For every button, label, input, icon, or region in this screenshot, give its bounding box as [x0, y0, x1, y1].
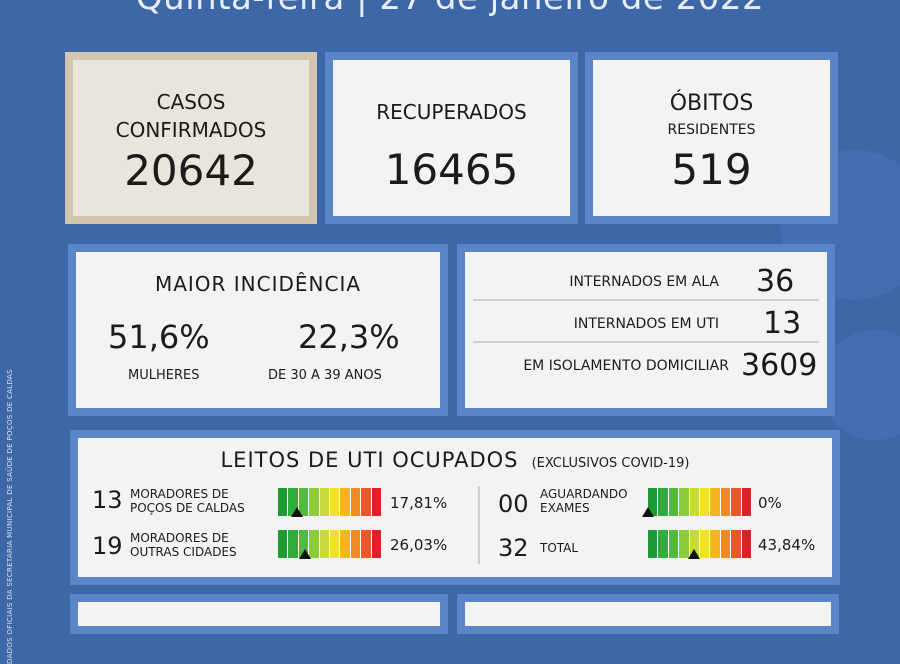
gauge-segment — [648, 488, 659, 516]
gauge-marker-icon — [642, 507, 654, 517]
bottom-card-right — [457, 594, 839, 634]
gauge-segment — [648, 530, 659, 558]
hospital-status-card: INTERNADOS EM ALA 36 INTERNADOS EM UTI 1… — [457, 244, 835, 416]
gauge-segment — [689, 488, 701, 516]
icu-beds-card: LEITOS DE UTI OCUPADOS (EXCLUSIVOS COVID… — [70, 430, 840, 585]
icu-label-line2: OUTRAS CIDADES — [130, 545, 237, 559]
icu-label-line2: POÇOS DE CALDAS — [130, 501, 245, 515]
recovered-label: RECUPERADOS — [376, 100, 527, 124]
icu-count: 19 — [92, 532, 123, 560]
date-header: Quinta-feira | 27 de janeiro de 2022 — [0, 0, 900, 18]
hospital-row-label: INTERNADOS EM ALA — [569, 274, 719, 290]
gauge-segment — [298, 488, 310, 516]
deaths-sublabel: RESIDENTES — [667, 122, 756, 138]
hospital-row-value: 3609 — [741, 348, 818, 383]
gauge-segment — [288, 530, 299, 558]
age-percent: 22,3% — [298, 318, 400, 356]
gauge-segment — [330, 488, 341, 516]
gauge-marker-icon — [290, 507, 303, 517]
gauge-segment — [288, 488, 299, 516]
gauge-segment — [361, 488, 372, 516]
icu-count: 00 — [498, 490, 529, 518]
deaths-label: ÓBITOS — [669, 91, 754, 116]
deaths-value: 519 — [671, 145, 752, 194]
icu-divider — [478, 486, 480, 564]
bottom-card-left — [70, 594, 448, 634]
gauge-segment — [668, 530, 680, 558]
occupancy-gauge — [278, 488, 383, 517]
gauge-segment — [741, 530, 753, 558]
icu-percent: 0% — [758, 494, 782, 512]
hospital-row: EM ISOLAMENTO DOMICILIAR 3609 — [473, 348, 819, 383]
icu-count: 13 — [92, 486, 123, 514]
gauge-segment — [710, 530, 721, 558]
gauge-segment — [330, 530, 341, 558]
women-label: MULHERES — [128, 368, 200, 383]
recovered-card: RECUPERADOS 16465 — [325, 52, 578, 224]
gauge-marker-icon — [687, 549, 700, 559]
hospital-row-value: 13 — [763, 306, 802, 341]
hospital-row-label: INTERNADOS EM UTI — [573, 316, 719, 332]
gauge-segment — [278, 488, 289, 516]
gauge-marker-icon — [299, 549, 312, 559]
gauge-segment — [658, 488, 669, 516]
occupancy-gauge — [648, 530, 753, 559]
hospital-row: INTERNADOS EM ALA 36 — [473, 264, 819, 301]
gauge-segment — [340, 488, 351, 516]
occupancy-gauge — [278, 530, 383, 559]
gauge-segment — [679, 530, 690, 558]
occupancy-gauge — [642, 488, 753, 517]
gauge-segment — [679, 488, 690, 516]
recovered-value: 16465 — [384, 145, 519, 194]
gauge-segment — [371, 488, 383, 516]
icu-percent: 43,84% — [758, 536, 816, 554]
gauge-segment — [658, 530, 669, 558]
gauge-segment — [741, 488, 753, 516]
gauge-segment — [710, 488, 721, 516]
gauge-segment — [720, 488, 732, 516]
gauge-segment — [668, 488, 680, 516]
gauge-segment — [689, 530, 701, 558]
icu-percent: 17,81% — [390, 494, 448, 512]
confirmed-cases-card: CASOS CONFIRMADOS 20642 — [65, 52, 317, 224]
women-percent: 51,6% — [108, 318, 210, 356]
gauge-segment — [731, 488, 742, 516]
icu-label-line2: EXAMES — [540, 501, 590, 515]
hospital-row-value: 36 — [756, 264, 795, 299]
confirmed-label-line2: CONFIRMADOS — [115, 118, 267, 142]
icu-label-line1: MORADORES DE — [130, 487, 229, 501]
gauge-segment — [350, 488, 362, 516]
gauge-segment — [720, 530, 732, 558]
icu-label-line1: AGUARDANDO — [540, 487, 628, 501]
icu-title: LEITOS DE UTI OCUPADOS — [220, 448, 519, 472]
gauge-segment — [371, 530, 383, 558]
gauge-segment — [309, 488, 320, 516]
incidence-card: MAIOR INCIDÊNCIA 51,6% MULHERES 22,3% DE… — [68, 244, 448, 416]
icu-title-row: LEITOS DE UTI OCUPADOS (EXCLUSIVOS COVID… — [78, 448, 832, 472]
incidence-title: MAIOR INCIDÊNCIA — [154, 272, 362, 296]
gauge-segment — [319, 488, 331, 516]
icu-label-line1: TOTAL — [540, 541, 579, 555]
age-label: DE 30 A 39 ANOS — [268, 368, 382, 383]
confirmed-value: 20642 — [124, 146, 258, 195]
gauge-segment — [278, 530, 289, 558]
icu-count: 32 — [498, 534, 529, 562]
source-credit: DADOS OFICIAIS DA SECRETARIA MUNICIPAL D… — [6, 369, 14, 664]
gauge-segment — [700, 488, 711, 516]
confirmed-label-line1: CASOS — [156, 90, 226, 114]
deaths-card: ÓBITOS RESIDENTES 519 — [585, 52, 838, 224]
hospital-row-label: EM ISOLAMENTO DOMICILIAR — [523, 358, 729, 374]
gauge-segment — [340, 530, 351, 558]
icu-label-line1: MORADORES DE — [130, 531, 229, 545]
icu-subtitle: (EXCLUSIVOS COVID-19) — [531, 456, 690, 471]
hospital-row: INTERNADOS EM UTI 13 — [473, 306, 819, 343]
gauge-segment — [700, 530, 711, 558]
gauge-segment — [298, 530, 310, 558]
gauge-segment — [361, 530, 372, 558]
gauge-segment — [350, 530, 362, 558]
gauge-segment — [731, 530, 742, 558]
icu-percent: 26,03% — [390, 536, 448, 554]
gauge-segment — [309, 530, 320, 558]
gauge-segment — [319, 530, 331, 558]
